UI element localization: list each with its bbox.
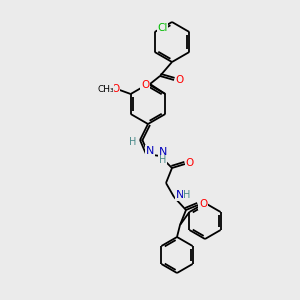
Text: O: O xyxy=(176,75,184,85)
Text: O: O xyxy=(112,84,120,94)
Text: O: O xyxy=(199,199,207,209)
Text: N: N xyxy=(159,147,167,157)
Text: O: O xyxy=(186,158,194,168)
Text: O: O xyxy=(141,80,149,90)
Text: CH₃: CH₃ xyxy=(98,85,114,94)
Text: H: H xyxy=(159,155,167,165)
Text: H: H xyxy=(129,137,137,147)
Text: H: H xyxy=(183,190,191,200)
Text: Cl: Cl xyxy=(158,23,168,33)
Text: N: N xyxy=(146,146,154,156)
Text: N: N xyxy=(176,190,184,200)
